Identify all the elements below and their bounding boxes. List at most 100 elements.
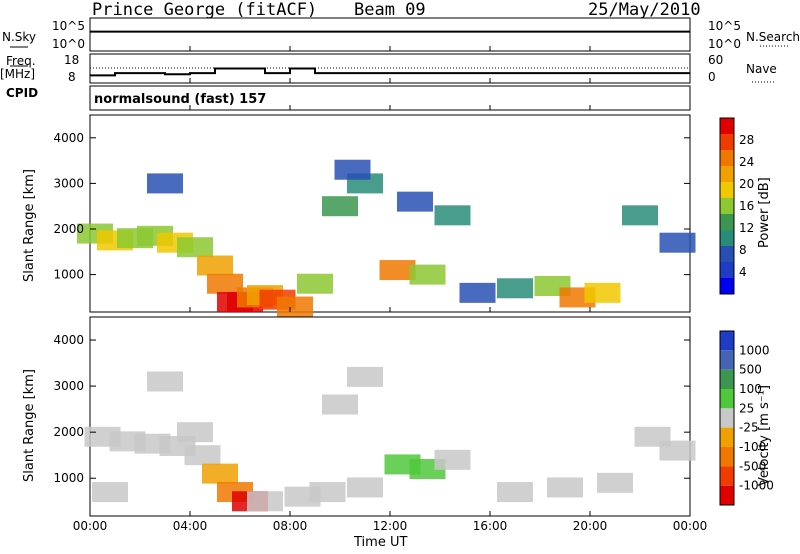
- xtick-label: 04:00: [173, 519, 208, 533]
- colorbar-tick-label: 12: [739, 221, 754, 235]
- ytick-label: 2000: [53, 425, 84, 439]
- nsearch-tick-bottom: 10^0: [708, 37, 741, 51]
- velocity-ylabel: Slant Range [km]: [22, 369, 37, 482]
- heat-cell: [434, 205, 471, 226]
- xtick-label: 00:00: [73, 519, 108, 533]
- colorbar-swatch: [720, 350, 734, 370]
- cpid-value: normalsound (fast) 157: [94, 92, 267, 107]
- heat-cell: [409, 264, 446, 285]
- nave-tick-top: 60: [708, 53, 724, 67]
- colorbar-tick-label: 500: [739, 363, 762, 377]
- heat-cell: [147, 371, 183, 392]
- colorbar-tick-label: 100: [739, 382, 762, 396]
- colorbar-swatch: [720, 150, 734, 166]
- nsky-tick-bottom: 10^0: [52, 37, 85, 51]
- ytick-label: 1000: [53, 471, 84, 485]
- heat-cell: [622, 205, 658, 226]
- freq-label: Freq.: [6, 54, 36, 68]
- heat-cell: [584, 282, 621, 303]
- series-freq: [90, 67, 690, 77]
- colorbar-tick-label: 20: [739, 177, 754, 191]
- heat-cell: [322, 394, 358, 415]
- ytick-label: 3000: [53, 379, 84, 393]
- colorbar-tick-label: 8: [739, 243, 747, 257]
- nave-label: Nave: [746, 62, 777, 76]
- date-title: 25/May/2010: [588, 0, 701, 20]
- freq-tick-bottom: 8: [68, 70, 76, 84]
- heat-cell: [309, 482, 346, 503]
- nsky-tick-top: 10^5: [52, 19, 85, 33]
- colorbar-tick-label: 28: [739, 133, 754, 147]
- colorbar-swatch: [720, 427, 734, 447]
- heat-cell: [177, 237, 213, 258]
- colorbar-swatch: [720, 331, 734, 351]
- heat-cell: [497, 482, 533, 503]
- freq-unit: [MHz]: [0, 67, 36, 81]
- heat-cell: [497, 278, 533, 299]
- cpid-label: CPID: [6, 86, 39, 100]
- ytick-label: 2000: [53, 222, 84, 236]
- heat-cell: [297, 273, 333, 294]
- colorbar-swatch: [720, 408, 734, 428]
- colorbar-swatch: [720, 182, 734, 198]
- heat-cell: [434, 449, 471, 470]
- beam-title: Beam 09: [354, 0, 426, 20]
- colorbar-swatch: [720, 447, 734, 467]
- freq-tick-top: 18: [64, 53, 80, 67]
- power-cells-group: [77, 159, 696, 317]
- heat-cell: [177, 422, 213, 443]
- nsky-label: N.Sky: [2, 30, 37, 44]
- heat-cell: [659, 440, 696, 461]
- heat-cell: [459, 282, 496, 303]
- station-title: Prince George (fitACF): [92, 0, 318, 20]
- ytick-label: 4000: [53, 333, 84, 347]
- colorbar-swatch: [720, 246, 734, 262]
- xtick-label: 12:00: [373, 519, 408, 533]
- heat-cell: [334, 159, 371, 180]
- colorbar-swatch: [720, 198, 734, 214]
- heat-cell: [92, 482, 128, 503]
- ytick-label: 1000: [53, 268, 84, 282]
- colorbar-swatch: [720, 214, 734, 230]
- heat-cell: [247, 491, 283, 512]
- xtick-label: 08:00: [273, 519, 308, 533]
- colorbar-tick-label: -25: [739, 421, 759, 435]
- colorbar-tick-label: 4: [739, 265, 747, 279]
- heat-cell: [207, 273, 243, 294]
- colorbar-tick-label: -100: [739, 440, 766, 454]
- colorbar-swatch: [720, 134, 734, 150]
- colorbar-swatch: [720, 262, 734, 278]
- colorbar-tick-label: 16: [739, 199, 754, 213]
- heat-cell: [147, 173, 183, 194]
- heat-cell: [659, 232, 696, 253]
- power-ylabel: Slant Range [km]: [22, 169, 37, 282]
- heat-cell: [397, 191, 433, 212]
- heat-cell: [379, 260, 416, 281]
- xlabel: Time UT: [354, 535, 408, 550]
- power-colorbar-label: Power [dB]: [757, 177, 772, 248]
- colorbar-swatch: [720, 369, 734, 389]
- heat-cell: [547, 477, 583, 498]
- heat-cell: [347, 477, 383, 498]
- colorbar-tick-label: -500: [739, 459, 766, 473]
- xtick-label: 00:00: [673, 519, 708, 533]
- heat-cell: [184, 445, 221, 466]
- colorbar-tick-label: 1000: [739, 343, 770, 357]
- colorbar-tick-label: 25: [739, 401, 754, 415]
- xtick-label: 20:00: [573, 519, 608, 533]
- nsearch-tick-top: 10^5: [708, 19, 741, 33]
- colorbar-swatch: [720, 389, 734, 409]
- ytick-label: 4000: [53, 131, 84, 145]
- colorbar-swatch: [720, 466, 734, 486]
- colorbar-swatch: [720, 166, 734, 182]
- heat-cell: [202, 463, 238, 484]
- heat-cell: [197, 255, 233, 276]
- colorbar-frame: [719, 117, 735, 295]
- power-plot-frame: [89, 114, 691, 313]
- heat-cell: [277, 296, 313, 317]
- colorbar-swatch: [720, 118, 734, 134]
- nave-tick-bottom: 0: [708, 70, 716, 84]
- ytick-label: 3000: [53, 176, 84, 190]
- colorbar-frame: [719, 330, 735, 506]
